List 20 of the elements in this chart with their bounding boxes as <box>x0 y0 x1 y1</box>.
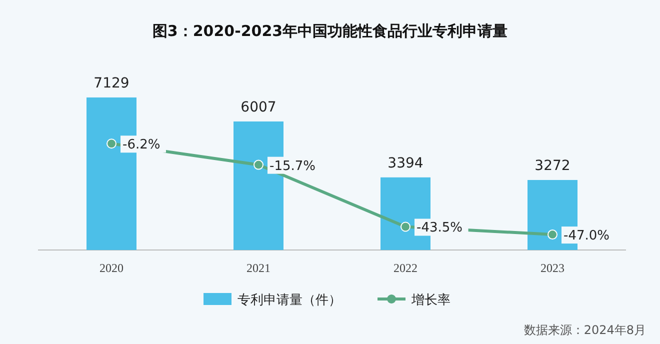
data-label: -43.5% <box>416 220 462 236</box>
point <box>400 222 410 232</box>
x-tick-label: 2021 <box>246 261 270 275</box>
legend-label: 增长率 <box>410 292 450 308</box>
data-label: -6.2% <box>122 138 160 153</box>
data-label: -47.0% <box>564 228 610 244</box>
x-tick-label: 2023 <box>540 261 564 275</box>
point <box>106 138 116 149</box>
data-label: -15.7% <box>270 158 316 174</box>
x-tick-label: 2022 <box>394 261 418 275</box>
point <box>548 230 558 240</box>
data-label: 6007 <box>240 99 276 116</box>
data-label: 3272 <box>534 158 570 174</box>
point <box>254 160 264 170</box>
data-label: 7129 <box>94 75 130 92</box>
legend-label: 专利申请量（件） <box>238 293 342 308</box>
data-label: 3394 <box>388 155 424 172</box>
x-tick-label: 2020 <box>100 261 124 275</box>
source-note: 数据来源：2024年8月 <box>524 323 646 337</box>
chart-title: 图3：2020-2023年中国功能性食品行业专利申请量 <box>152 22 508 40</box>
